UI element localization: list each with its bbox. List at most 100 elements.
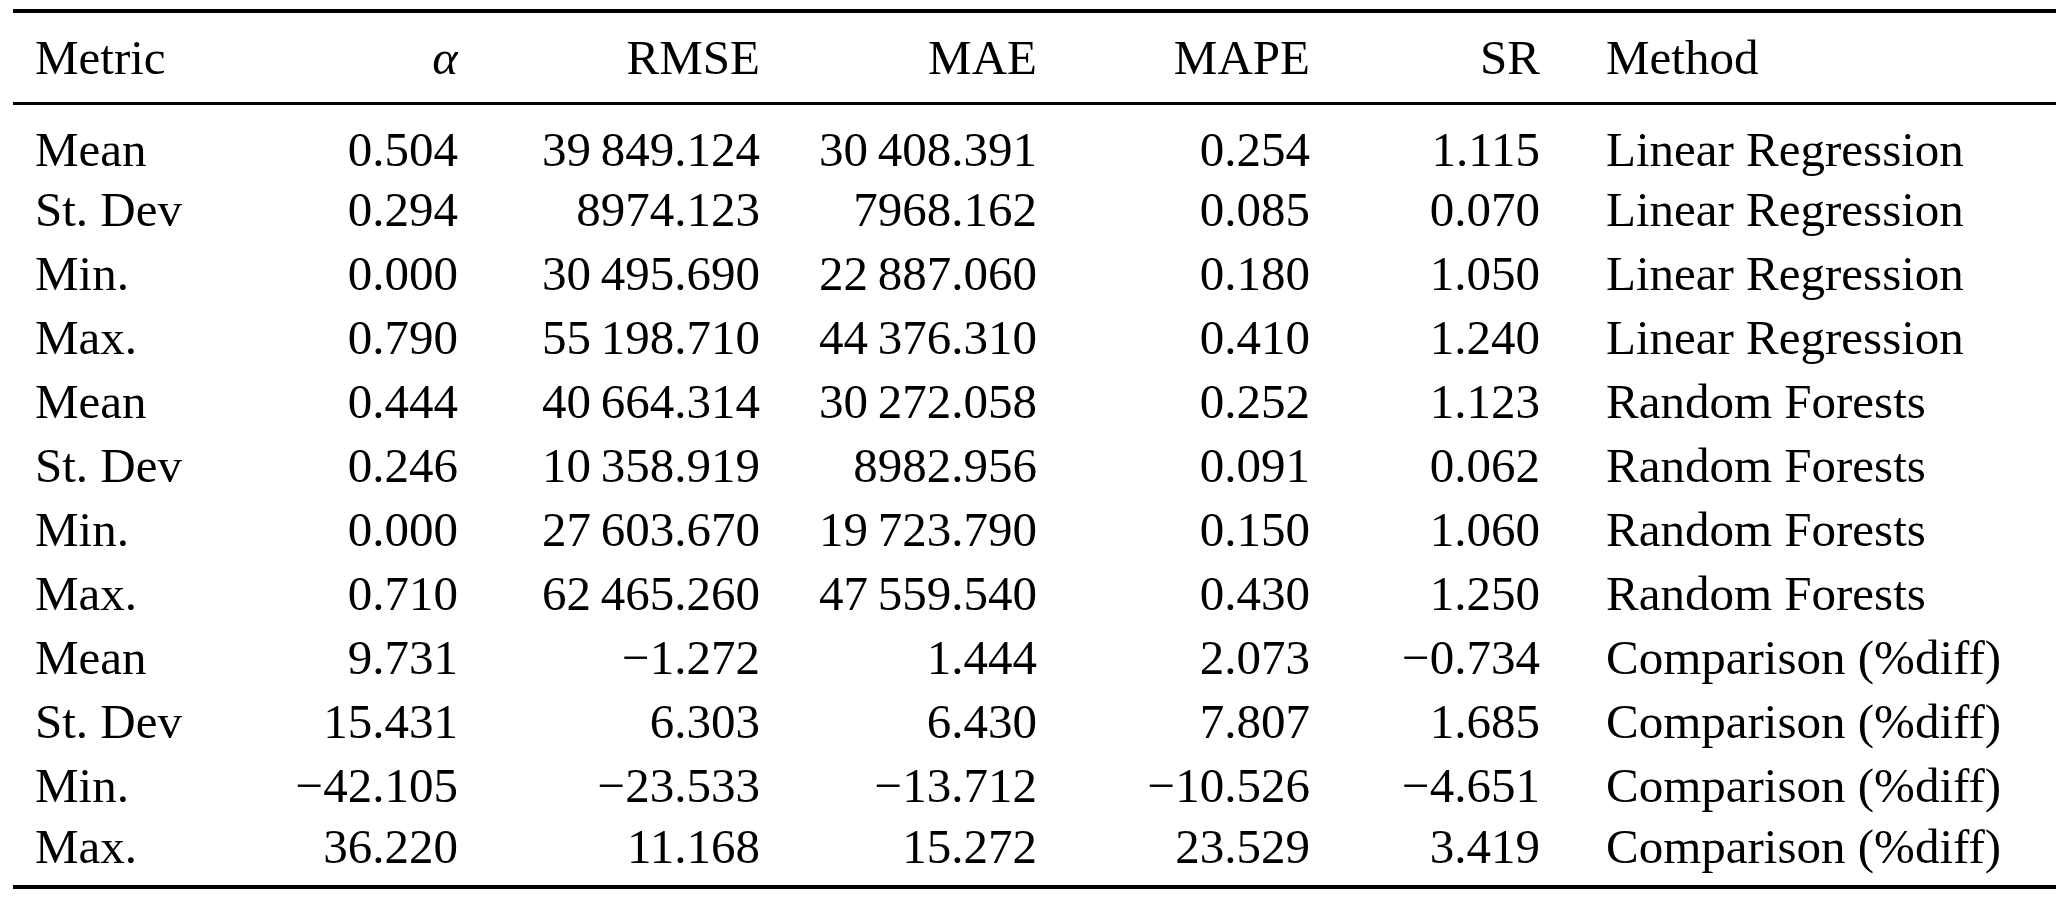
sr-cell: 1.123: [1310, 370, 1540, 434]
table-row: Mean 0.444 40 664.314 30 272.058 0.252 1…: [13, 370, 2056, 434]
rmse-cell: 11.168: [458, 818, 760, 887]
method-cell: Random Forests: [1540, 498, 2056, 562]
mae-cell: 47 559.540: [760, 562, 1037, 626]
rmse-cell: 39 849.124: [458, 103, 760, 178]
metric-cell: St. Dev: [13, 690, 258, 754]
mae-cell: 22 887.060: [760, 242, 1037, 306]
mape-cell: 0.085: [1037, 178, 1310, 242]
alpha-cell: 0.246: [258, 434, 458, 498]
page: { "table": { "columns": [ { "label": "Me…: [0, 0, 2067, 917]
table-row: Max. 36.220 11.168 15.272 23.529 3.419 C…: [13, 818, 2056, 887]
rmse-cell: 40 664.314: [458, 370, 760, 434]
mape-cell: 0.150: [1037, 498, 1310, 562]
mae-cell: 30 272.058: [760, 370, 1037, 434]
sr-cell: 1.050: [1310, 242, 1540, 306]
table-body: Mean 0.504 39 849.124 30 408.391 0.254 1…: [13, 103, 2056, 887]
col-header-method: Method: [1540, 11, 2056, 103]
method-cell: Comparison (%diff): [1540, 626, 2056, 690]
sr-cell: 1.060: [1310, 498, 1540, 562]
table-row: Max. 0.790 55 198.710 44 376.310 0.410 1…: [13, 306, 2056, 370]
mape-cell: −10.526: [1037, 754, 1310, 818]
alpha-cell: 0.000: [258, 242, 458, 306]
alpha-cell: 15.431: [258, 690, 458, 754]
mape-cell: 0.254: [1037, 103, 1310, 178]
alpha-cell: 0.504: [258, 103, 458, 178]
metric-cell: Max.: [13, 818, 258, 887]
table-row: Mean 0.504 39 849.124 30 408.391 0.254 1…: [13, 103, 2056, 178]
sr-cell: 1.115: [1310, 103, 1540, 178]
metric-cell: Mean: [13, 103, 258, 178]
alpha-cell: −42.105: [258, 754, 458, 818]
metric-cell: Min.: [13, 754, 258, 818]
mape-cell: 0.252: [1037, 370, 1310, 434]
metric-cell: Mean: [13, 370, 258, 434]
metric-cell: Max.: [13, 306, 258, 370]
method-cell: Random Forests: [1540, 434, 2056, 498]
rmse-cell: 6.303: [458, 690, 760, 754]
mape-cell: 0.410: [1037, 306, 1310, 370]
method-cell: Comparison (%diff): [1540, 818, 2056, 887]
mape-cell: 7.807: [1037, 690, 1310, 754]
col-header-metric: Metric: [13, 11, 258, 103]
alpha-cell: 0.000: [258, 498, 458, 562]
alpha-cell: 0.294: [258, 178, 458, 242]
rmse-cell: 62 465.260: [458, 562, 760, 626]
rmse-cell: −1.272: [458, 626, 760, 690]
metric-cell: Min.: [13, 498, 258, 562]
col-header-mae: MAE: [760, 11, 1037, 103]
sr-cell: 1.250: [1310, 562, 1540, 626]
mae-cell: 1.444: [760, 626, 1037, 690]
sr-cell: 3.419: [1310, 818, 1540, 887]
table-row: Min. 0.000 27 603.670 19 723.790 0.150 1…: [13, 498, 2056, 562]
table-row: St. Dev 0.246 10 358.919 8982.956 0.091 …: [13, 434, 2056, 498]
mae-cell: 15.272: [760, 818, 1037, 887]
method-cell: Random Forests: [1540, 562, 2056, 626]
mae-cell: 7968.162: [760, 178, 1037, 242]
rmse-cell: 10 358.919: [458, 434, 760, 498]
rmse-cell: −23.533: [458, 754, 760, 818]
metric-cell: Max.: [13, 562, 258, 626]
sr-cell: −0.734: [1310, 626, 1540, 690]
mape-cell: 0.180: [1037, 242, 1310, 306]
mape-cell: 2.073: [1037, 626, 1310, 690]
alpha-cell: 0.790: [258, 306, 458, 370]
results-table-wrap: Metric α RMSE MAE MAPE SR Method Mean 0.…: [13, 9, 2056, 889]
rmse-cell: 8974.123: [458, 178, 760, 242]
mape-cell: 0.430: [1037, 562, 1310, 626]
rmse-cell: 55 198.710: [458, 306, 760, 370]
mae-cell: 6.430: [760, 690, 1037, 754]
mae-cell: 8982.956: [760, 434, 1037, 498]
mae-cell: 19 723.790: [760, 498, 1037, 562]
mae-cell: −13.712: [760, 754, 1037, 818]
rmse-cell: 30 495.690: [458, 242, 760, 306]
table-row: St. Dev 15.431 6.303 6.430 7.807 1.685 C…: [13, 690, 2056, 754]
sr-cell: 0.062: [1310, 434, 1540, 498]
mae-cell: 44 376.310: [760, 306, 1037, 370]
method-cell: Comparison (%diff): [1540, 754, 2056, 818]
col-header-rmse: RMSE: [458, 11, 760, 103]
alpha-cell: 0.710: [258, 562, 458, 626]
metric-cell: St. Dev: [13, 178, 258, 242]
alpha-cell: 0.444: [258, 370, 458, 434]
metric-cell: Mean: [13, 626, 258, 690]
table-row: Min. 0.000 30 495.690 22 887.060 0.180 1…: [13, 242, 2056, 306]
col-header-mape: MAPE: [1037, 11, 1310, 103]
rmse-cell: 27 603.670: [458, 498, 760, 562]
sr-cell: 0.070: [1310, 178, 1540, 242]
method-cell: Linear Regression: [1540, 242, 2056, 306]
results-table: Metric α RMSE MAE MAPE SR Method Mean 0.…: [13, 9, 2056, 889]
method-cell: Random Forests: [1540, 370, 2056, 434]
table-row: Min. −42.105 −23.533 −13.712 −10.526 −4.…: [13, 754, 2056, 818]
mape-cell: 23.529: [1037, 818, 1310, 887]
method-cell: Linear Regression: [1540, 103, 2056, 178]
table-row: Max. 0.710 62 465.260 47 559.540 0.430 1…: [13, 562, 2056, 626]
header-row: Metric α RMSE MAE MAPE SR Method: [13, 11, 2056, 103]
metric-cell: St. Dev: [13, 434, 258, 498]
method-cell: Linear Regression: [1540, 178, 2056, 242]
table-row: St. Dev 0.294 8974.123 7968.162 0.085 0.…: [13, 178, 2056, 242]
alpha-cell: 9.731: [258, 626, 458, 690]
method-cell: Linear Regression: [1540, 306, 2056, 370]
metric-cell: Min.: [13, 242, 258, 306]
sr-cell: 1.240: [1310, 306, 1540, 370]
alpha-cell: 36.220: [258, 818, 458, 887]
